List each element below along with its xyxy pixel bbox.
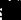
Text: Gain = 4 (12 dB): Gain = 4 (12 dB): [3, 1, 21, 20]
Y-axis label: Gain
(dB): Gain (dB): [0, 4, 21, 20]
Text: 32: 32: [0, 0, 21, 5]
Text: 36: 36: [0, 0, 21, 12]
Text: 34: 34: [0, 0, 21, 9]
Text: Gain = 2 (6 dB): Gain = 2 (6 dB): [3, 4, 21, 20]
Text: Gain = 8 (18 dB): Gain = 8 (18 dB): [3, 0, 21, 19]
Text: FIG. 3.: FIG. 3.: [0, 4, 21, 20]
Text: 30: 30: [0, 0, 21, 3]
Text: Gain = 16 (24 dB): Gain = 16 (24 dB): [3, 0, 21, 15]
